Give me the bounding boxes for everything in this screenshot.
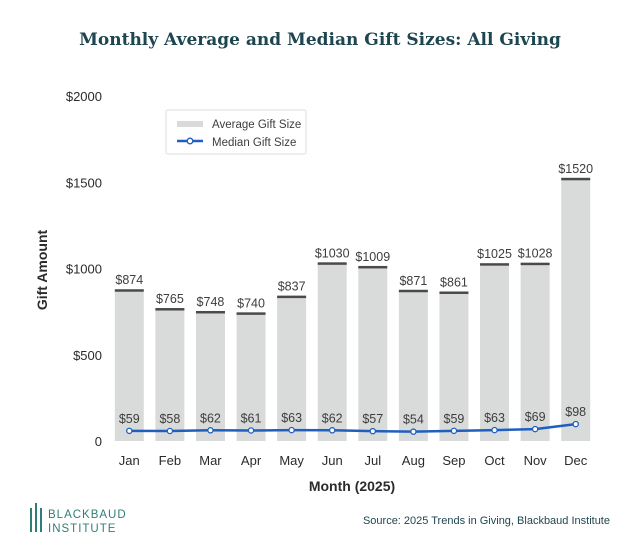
median-label: $57 [362,412,383,426]
bar-cap-average-may [277,295,307,299]
y-tick-label: $500 [73,348,102,363]
x-tick-label: May [279,453,304,468]
median-point-may [288,426,295,434]
bar-average-sep [439,292,469,441]
bar-label-average: $1025 [477,247,512,261]
x-tick-label: Feb [159,453,181,468]
logo-line2: INSTITUTE [48,523,116,535]
bar-average-jan [114,290,144,441]
y-tick-label: $1500 [66,175,102,190]
source-note: Source: 2025 Trends in Giving, Blackbaud… [363,515,610,527]
bar-label-average: $837 [278,280,306,294]
bar-label-average: $748 [197,295,225,309]
bar-label-average: $1028 [518,247,553,261]
median-point-oct [491,426,498,434]
y-axis-title: Gift Amount [34,229,50,310]
median-point-feb [166,427,174,435]
y-tick-label: $1000 [66,262,102,277]
logo-line1: BLACKBAUD [48,509,127,521]
x-tick-label: Aug [402,453,425,468]
median-label: $59 [119,412,140,426]
bar-cap-average-mar [195,310,225,314]
median-label: $62 [322,411,343,425]
y-tick-label: $2000 [66,89,102,104]
legend-swatch-average [177,121,203,127]
x-tick-label: Jan [119,453,140,468]
chart-title: Monthly Average and Median Gift Sizes: A… [79,30,561,50]
x-axis-title: Month (2025) [309,478,395,494]
x-tick-label: Oct [484,453,505,468]
bar-average-feb [155,309,185,441]
median-point-jul [369,427,377,435]
x-tick-label: Apr [241,453,262,468]
bar-cap-average-jun [317,262,347,265]
bar-label-average: $1030 [315,246,350,260]
median-point-dec [572,420,579,428]
median-label: $63 [484,411,505,425]
bar-label-average: $861 [440,275,468,289]
median-label: $59 [444,412,465,426]
bar-cap-average-oct [480,263,510,266]
bar-average-oct [480,264,510,441]
y-tick-label: 0 [95,434,102,449]
legend-label-median: Median Gift Size [212,137,296,149]
median-label: $58 [159,412,180,426]
bar-label-average: $765 [156,292,184,306]
blackbaud-logo: BLACKBAUD INSTITUTE [30,503,127,535]
bar-average-dec [561,178,591,442]
bar-cap-average-sep [439,291,469,294]
median-label: $69 [525,410,546,424]
median-point-mar [207,427,214,434]
bar-average-mar [195,311,225,441]
median-point-apr [247,427,255,434]
median-point-sep [450,427,458,435]
blackbaud-logo-mark [30,503,42,532]
bar-cap-average-jul [358,265,388,269]
bar-average-jul [358,266,388,441]
median-point-nov [531,425,539,433]
x-tick-label: Mar [199,453,222,468]
bar-label-average: $874 [115,273,143,287]
x-tick-label: Sep [442,453,465,468]
bar-average-jun [317,263,347,441]
legend-swatch-median-marker [186,137,194,145]
median-label: $62 [200,411,221,425]
median-label: $98 [565,405,586,419]
bar-label-average: $740 [237,296,265,310]
median-label: $54 [403,413,424,427]
x-axis: Jan Feb Mar Apr May Jun Jul Aug Sep Oct Nov Dec [119,453,588,468]
bar-cap-average-nov [520,262,550,266]
legend: Average Gift Size Median Gift Size [165,109,307,155]
bar-labels-layer: $874 $765 $748 $740 $837 $1030 $1009 $871 $861 $1… [115,162,593,311]
bar-average-nov [520,263,550,441]
median-label: $63 [281,411,302,425]
legend-label-average: Average Gift Size [212,119,301,131]
x-tick-label: Jul [364,453,381,468]
x-tick-label: Nov [524,453,548,468]
median-line-layer: $59 $58 $62 $61 $63 $62 $57 $54 $59 $63 $69 $98 [119,405,586,435]
bar-label-average: $1520 [558,162,593,176]
x-tick-label: Dec [564,453,588,468]
bar-cap-average-aug [398,289,428,293]
bar-cap-average-jan [114,289,144,292]
median-point-jan [126,427,133,435]
bar-average-aug [398,290,428,441]
x-tick-label: Jun [322,453,343,468]
y-axis: 0 $500 $1000 $1500 $2000 [66,89,102,449]
median-point-jun [328,427,336,434]
median-line [129,422,576,433]
bar-label-average: $1009 [355,250,390,264]
bar-label-average: $871 [399,274,427,288]
bar-cap-average-feb [155,308,185,311]
median-label: $61 [241,411,262,425]
bar-cap-average-apr [236,312,266,315]
bar-average-apr [236,313,266,441]
bar-average-may [277,296,307,441]
bars-layer [114,177,591,442]
median-point-aug [410,428,417,435]
bar-cap-average-dec [561,177,591,181]
